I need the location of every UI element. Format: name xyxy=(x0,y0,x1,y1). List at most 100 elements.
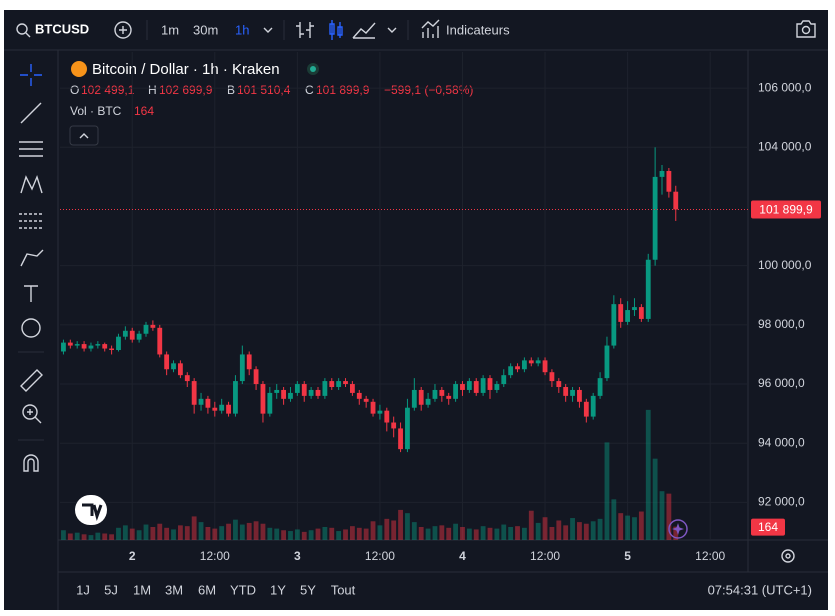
collapse-arrow xyxy=(79,133,89,139)
chart-type-menu[interactable] xyxy=(387,27,397,33)
range-button[interactable]: 1M xyxy=(133,582,151,597)
time-tick-label: 4 xyxy=(459,549,466,563)
crosshair-tool[interactable] xyxy=(20,64,42,86)
last-price-label: 101 899,9 xyxy=(759,203,813,217)
price-tick-label: 106 000,0 xyxy=(758,80,812,94)
projection-tool[interactable] xyxy=(19,213,43,229)
text-tool[interactable] xyxy=(24,285,38,302)
range-button[interactable]: Tout xyxy=(331,582,356,597)
range-button[interactable]: 3M xyxy=(165,582,183,597)
range-button[interactable]: 5J xyxy=(104,582,118,597)
collapse-legend[interactable] xyxy=(69,125,99,146)
candle-body xyxy=(528,360,534,364)
candle-body xyxy=(61,342,66,352)
candle-type-icon[interactable] xyxy=(329,20,343,40)
candle-body xyxy=(177,363,183,376)
emoji-tool[interactable] xyxy=(21,318,41,338)
price-tick-label: 104 000,0 xyxy=(758,139,812,153)
area-type-icon[interactable] xyxy=(352,22,376,39)
interval-active[interactable]: 1h xyxy=(235,22,249,37)
indicators-icon[interactable] xyxy=(421,19,440,38)
volume-bar xyxy=(315,528,321,540)
volume-bar xyxy=(418,526,424,540)
candle-body xyxy=(171,363,176,370)
symbol[interactable]: BTCUSD xyxy=(35,21,89,36)
volume-bar xyxy=(611,499,617,540)
volume-bar xyxy=(260,523,266,540)
candle-body xyxy=(281,389,287,399)
volume-bar xyxy=(164,527,170,540)
market-status-dot xyxy=(310,66,316,72)
volume-bar xyxy=(205,526,211,540)
legend-label: H xyxy=(148,83,157,97)
volume-bar xyxy=(501,524,507,540)
volume-bar xyxy=(659,491,665,540)
volume-bar xyxy=(88,535,94,540)
volume-bar xyxy=(515,526,520,540)
candle-body xyxy=(625,310,631,322)
volume-bar xyxy=(212,528,218,540)
volume-bar xyxy=(349,526,355,540)
volume-bar xyxy=(528,510,534,540)
candle-body xyxy=(439,389,445,396)
price-tick-label: 96 000,0 xyxy=(758,376,805,390)
assistant-button[interactable] xyxy=(668,519,688,539)
candle-body xyxy=(432,389,438,399)
volume-bar xyxy=(411,522,417,540)
volume-bar xyxy=(198,522,204,540)
add-symbol[interactable] xyxy=(114,21,132,39)
time-tick-label: 5 xyxy=(624,549,631,563)
magnet-tool[interactable] xyxy=(23,454,39,472)
range-button[interactable]: 1Y xyxy=(270,582,286,597)
candle-body xyxy=(405,407,410,450)
time-tick-label: 12:00 xyxy=(695,549,725,563)
zoom-tool[interactable] xyxy=(22,404,38,420)
candle-body xyxy=(349,384,355,393)
range-button[interactable]: 1J xyxy=(76,582,90,597)
volume-bar xyxy=(480,526,486,540)
volume-bar xyxy=(288,531,293,540)
legend-value: 101 510,4 xyxy=(237,83,291,97)
volume-bar xyxy=(521,527,527,540)
snapshot-icon[interactable] xyxy=(796,20,816,38)
candle-body xyxy=(549,372,555,382)
snapshot-lens xyxy=(801,25,811,35)
bottom-bar: 07:54:31 (UTC+1) 1J 5J 1M 3M 6M YTD 1Y 5Y Tout xyxy=(76,582,812,597)
interval[interactable]: 30m xyxy=(193,22,218,37)
range-button[interactable]: YTD xyxy=(230,582,256,597)
indicators-button[interactable]: Indicateurs xyxy=(446,22,510,37)
brush-tool[interactable] xyxy=(20,249,44,267)
volume-bar xyxy=(294,529,300,540)
candle-body xyxy=(184,375,190,382)
fib-tool[interactable] xyxy=(19,141,43,157)
volume-bar xyxy=(177,525,183,540)
interval[interactable]: 1m xyxy=(161,22,179,37)
range-button[interactable]: 5Y xyxy=(300,582,316,597)
volume-bar xyxy=(67,533,73,540)
volume-bar xyxy=(109,534,115,540)
candle-body xyxy=(191,381,197,405)
settings-icon[interactable] xyxy=(781,549,795,563)
volume-bar xyxy=(391,520,397,540)
candle-body xyxy=(267,392,273,414)
interval-menu[interactable] xyxy=(263,27,273,33)
trend-line-tool[interactable] xyxy=(20,102,42,124)
candle-body xyxy=(508,366,514,376)
candle-body xyxy=(212,407,218,411)
range-button[interactable]: 6M xyxy=(198,582,216,597)
volume-bar xyxy=(95,532,101,540)
candle-body xyxy=(343,381,348,385)
ruler-tool[interactable] xyxy=(20,369,43,392)
bar-type-icon[interactable] xyxy=(296,22,314,38)
volume-bar xyxy=(604,442,610,540)
drawing-toolbar xyxy=(18,64,44,472)
search-icon[interactable] xyxy=(16,23,28,35)
candle-body xyxy=(136,333,142,340)
volume-bar xyxy=(618,513,624,540)
pattern-tool[interactable] xyxy=(20,174,43,194)
candle-body xyxy=(577,389,582,402)
candle-body xyxy=(583,401,589,417)
candle-body xyxy=(308,389,314,396)
volume-bar xyxy=(666,493,672,540)
